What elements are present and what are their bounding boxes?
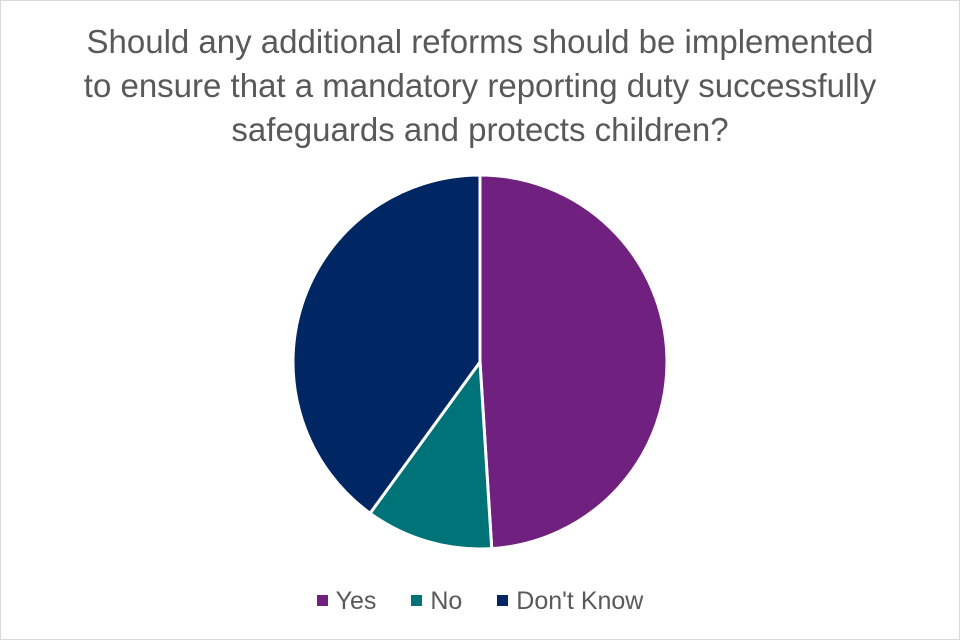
chart-title-line-1: Should any additional reforms should be … <box>86 23 874 60</box>
legend-item-yes: Yes <box>316 584 377 618</box>
legend-label-dont-know: Don't Know <box>516 587 644 615</box>
pie-slices <box>291 173 669 551</box>
chart-title-line-2: to ensure that a mandatory reporting dut… <box>83 67 877 104</box>
legend-swatch-yes <box>316 595 328 606</box>
legend-label-no: No <box>430 587 463 615</box>
pie-slice-no <box>368 360 494 551</box>
legend-swatch-dont-know <box>497 595 509 606</box>
legend-label-yes: Yes <box>335 587 377 615</box>
pie-slice-yes <box>478 173 669 551</box>
pie-slice-don-t-know <box>291 173 482 515</box>
chart-title-line-3: safeguards and protects children? <box>231 111 729 148</box>
legend-item-no: No <box>411 584 462 618</box>
legend: Yes No Don't Know <box>0 584 960 618</box>
legend-item-dont-know: Don't Know <box>497 584 643 618</box>
legend-swatch-no <box>411 595 423 606</box>
chart-title: Should any additional reforms should be … <box>40 20 920 152</box>
